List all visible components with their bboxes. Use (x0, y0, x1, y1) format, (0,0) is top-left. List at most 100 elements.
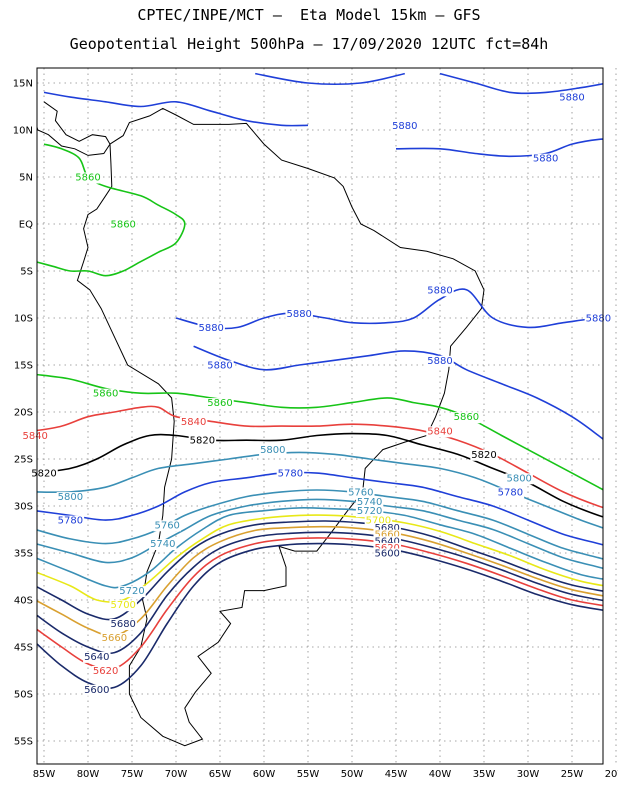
contour-label-5840: 5840 (181, 417, 206, 428)
contour-label-5860: 5860 (207, 398, 232, 409)
lat-tick-label: 50S (14, 690, 33, 701)
lat-tick-label: 10N (13, 126, 33, 137)
contour-label-halo (276, 468, 305, 480)
contour-label-halo (206, 360, 234, 372)
contour-label-halo (83, 651, 111, 663)
contour-label-halo (470, 449, 498, 461)
contour-label-halo (496, 487, 525, 499)
contour-5600 (37, 542, 603, 690)
map-title-line-1: CPTEC/INPE/MCT – Eta Model 15km – GFS (137, 6, 481, 24)
lat-tick-label: 55S (14, 737, 33, 748)
contour-label-halo (373, 542, 401, 554)
contour-label-halo (373, 548, 401, 560)
contour-label-5740: 5740 (150, 539, 175, 550)
contour-label-halo (285, 308, 313, 320)
contour-label-halo (74, 172, 102, 184)
contour-label-5820: 5820 (190, 436, 215, 447)
contour-label-halo (206, 398, 234, 410)
axis-ticks: 15N10N5NEQ5S10S15S20S25S30S35S40S45S50S5… (13, 79, 618, 781)
contour-5880 (395, 138, 603, 158)
contour-label-5760: 5760 (348, 487, 373, 498)
lat-tick-label: 15S (14, 361, 33, 372)
contour-label-halo (373, 529, 401, 541)
contour-label-halo (149, 539, 177, 551)
contour-5640 (37, 531, 603, 655)
contour-label-5620: 5620 (93, 666, 118, 677)
contour-label-5760: 5760 (154, 520, 179, 531)
contour-label-halo (91, 666, 120, 677)
map-title-line-2: Geopotential Height 500hPa – 17/09/2020 … (69, 35, 549, 53)
contour-5880 (43, 91, 309, 127)
lon-tick-label: 60W (253, 769, 276, 780)
contour-label-5600: 5600 (84, 685, 109, 696)
contour-label-halo (179, 416, 208, 428)
contour-label-halo (355, 496, 384, 508)
lon-tick-label: 70W (165, 769, 188, 780)
lon-tick-label: 40W (429, 769, 452, 780)
contour-label-halo (21, 431, 49, 442)
contour-5880 (255, 72, 405, 85)
contour-label-halo (426, 426, 454, 438)
lat-lon-grid (37, 68, 617, 764)
contour-label-5720: 5720 (119, 586, 144, 597)
lat-tick-label: 5S (20, 267, 33, 278)
lat-tick-label: 10S (14, 314, 33, 325)
contour-label-halo (153, 520, 181, 532)
contour-label-5740: 5740 (357, 497, 382, 508)
contour-label-5880: 5880 (392, 121, 417, 132)
contour-label-halo (373, 536, 401, 548)
lon-tick-label: 20W (605, 769, 618, 780)
lat-tick-label: 5N (19, 173, 33, 184)
contour-5740 (37, 498, 603, 570)
contour-label-5880: 5880 (198, 323, 223, 334)
lat-tick-label: 45S (14, 643, 33, 654)
contour-label-5880: 5880 (559, 93, 584, 104)
contour-label-halo (30, 468, 58, 480)
lon-tick-label: 50W (341, 769, 364, 780)
contour-label-5860: 5860 (75, 173, 100, 184)
contour-label-halo (83, 684, 111, 696)
contour-label-halo (531, 153, 560, 165)
contour-label-halo (109, 619, 137, 630)
contour-label-5800: 5800 (58, 492, 83, 503)
contour-5880 (439, 72, 603, 95)
contour-label-5700: 5700 (366, 516, 391, 527)
lat-tick-label: 20S (14, 408, 33, 419)
contour-label-5880: 5880 (427, 285, 452, 296)
contour-label-halo (426, 285, 454, 297)
contour-label-5880: 5880 (533, 154, 558, 165)
contour-label-5860: 5860 (454, 412, 479, 423)
contour-label-5800: 5800 (506, 473, 531, 484)
contour-label-5780: 5780 (278, 469, 303, 480)
contour-label-5800: 5800 (260, 445, 285, 456)
contour-label-5880: 5880 (427, 356, 452, 367)
lat-tick-label: 25S (14, 455, 33, 466)
contour-5700 (37, 514, 603, 603)
contour-label-halo (188, 435, 217, 447)
lon-tick-label: 65W (209, 769, 232, 780)
lon-tick-label: 85W (33, 769, 56, 780)
lon-tick-label: 80W (77, 769, 100, 780)
contour-label-halo (391, 120, 419, 132)
lat-tick-label: 15N (13, 79, 33, 90)
contour-label-halo (56, 515, 85, 527)
contour-label-5880: 5880 (286, 309, 311, 320)
map-frame (36, 67, 604, 765)
contour-label-halo (118, 586, 146, 598)
contour-labels: 5880 5880 5880 5880 5880 5880 5880 5880 5880 5860… (21, 92, 613, 696)
contour-5720 (37, 507, 603, 589)
contour-5780 (37, 471, 603, 546)
contour-label-5780: 5780 (58, 516, 83, 527)
contour-5840 (37, 405, 603, 509)
contour-5760 (37, 489, 603, 560)
lon-tick-label: 45W (385, 769, 408, 780)
south-america-coastline (76, 107, 485, 747)
contour-label-halo (197, 322, 225, 334)
contour-label-5860: 5860 (110, 220, 135, 231)
contour-label-halo (558, 92, 586, 104)
contour-5860 (37, 373, 603, 491)
contour-label-5840: 5840 (22, 431, 47, 442)
contour-label-5700: 5700 (110, 600, 135, 611)
contour-label-5880: 5880 (207, 361, 232, 372)
